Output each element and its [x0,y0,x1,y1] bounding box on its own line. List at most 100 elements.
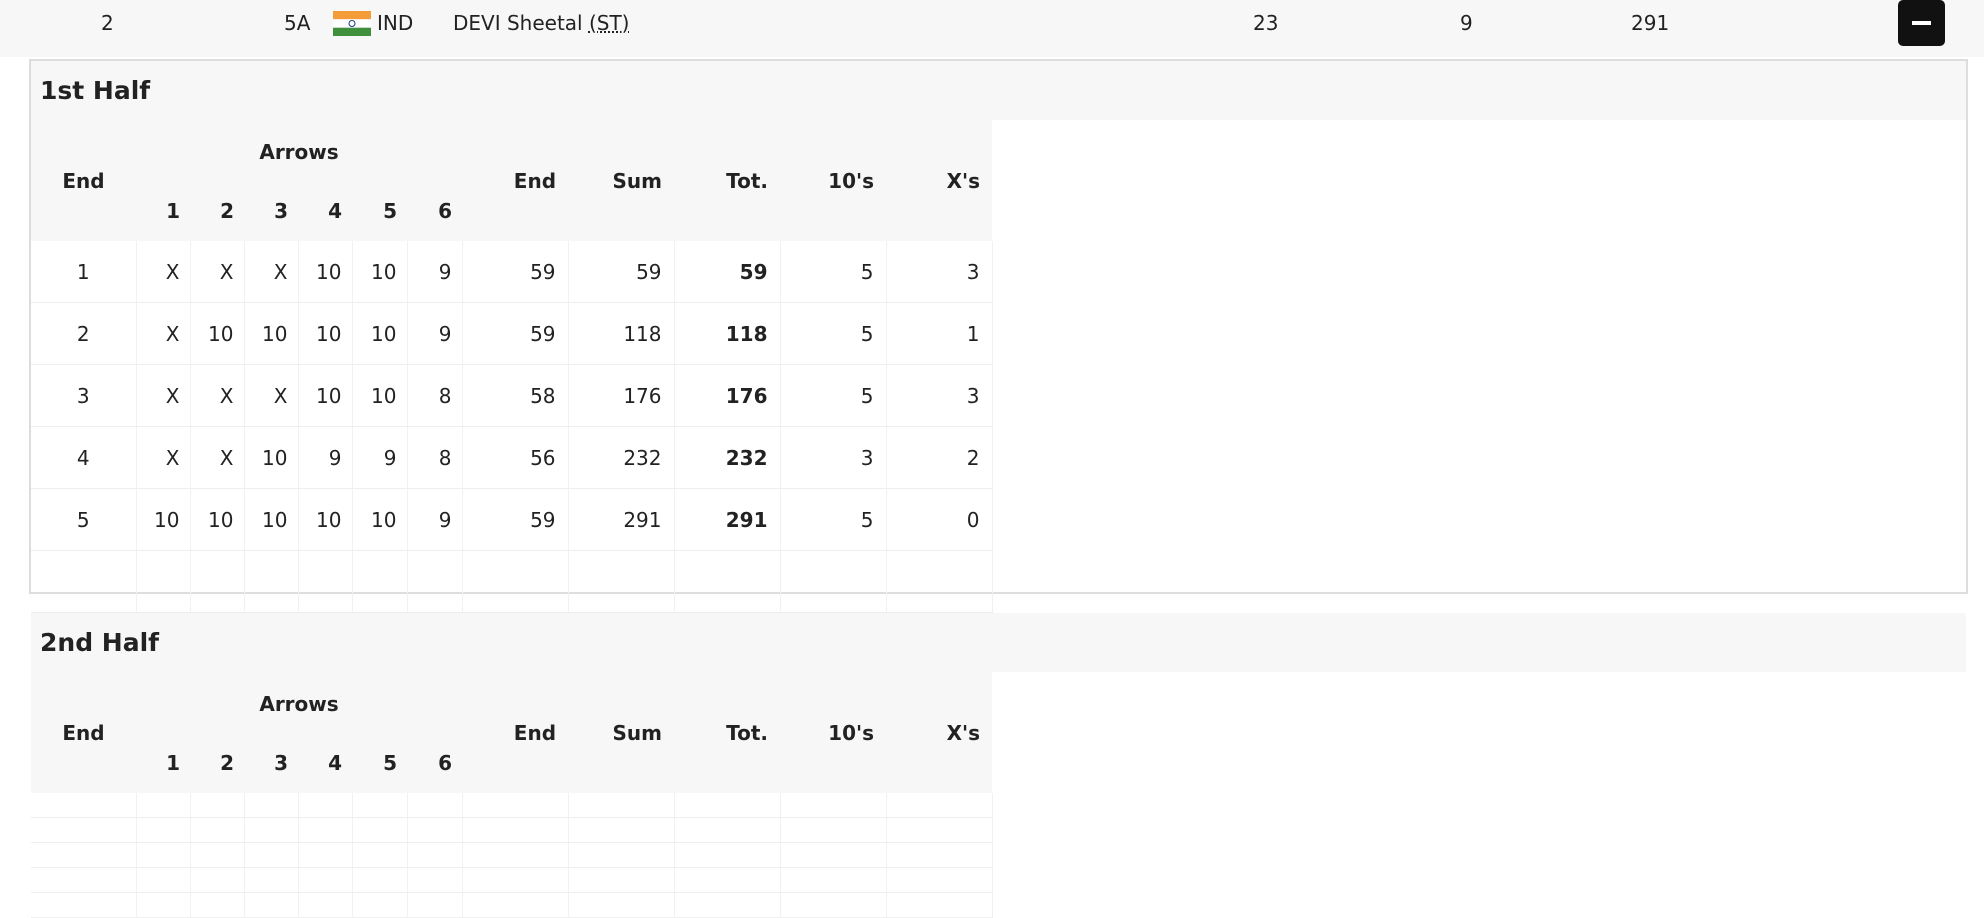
empty-cell [136,842,191,868]
empty-cell [31,817,137,843]
empty-cell [298,892,353,918]
body: 1 X X X 10 10 9 59 59 59 5 3 2 X 10 10 10 10 9 59 118 118 5 1 3 X… [31,241,993,613]
arrows-header: Arrows [136,672,463,732]
arrow-number: 5 [352,732,407,793]
empty-row [31,892,993,918]
empty-cell [568,817,675,843]
header: End Arrows End Sum Tot. 10's X's 1 2 3 4 5 6 [31,672,993,793]
cell: X [190,241,245,303]
empty-cell [674,892,781,918]
empty-cell [352,550,408,613]
empty-cell [352,817,408,843]
cell: 58 [462,364,569,427]
empty-cell [780,550,887,613]
athlete-row[interactable]: 2 5A IND DEVI Sheetal (ST) 23 9 291 [0,0,1984,57]
half-panel: 1st Half End Arrows End Sum Tot. 10's X's 1 2 3 4 5 6… [31,61,1966,613]
total: 291 [1631,11,1670,35]
empty-cell [352,842,408,868]
cell: 118 [674,302,781,365]
column-header: Tot. [674,672,781,793]
arrow-number: 6 [407,732,463,793]
arrow-number: 5 [352,180,407,241]
empty-cell [352,867,408,893]
empty-cell [886,550,993,613]
end-row: 1 X X X 10 10 9 59 59 59 5 3 [31,241,993,303]
end-header: End [31,672,136,793]
half-panel: 2nd Half End Arrows End Sum Tot. 10's X's 1 2 3 4 5 6 [31,613,1966,918]
athlete-name: DEVI Sheetal (ST) [453,10,630,36]
collapse-button[interactable] [1898,0,1945,46]
score-b: 9 [1460,11,1473,35]
empty-cell [462,817,569,843]
cell: 10 [298,488,353,551]
empty-cell [31,892,137,918]
cell: 10 [136,488,191,551]
cell: 5 [780,364,887,427]
cell: 9 [298,426,353,489]
empty-cell [568,842,675,868]
arrow-number: 2 [190,732,244,793]
empty-row [31,817,993,843]
empty-cell [244,842,299,868]
score-table: End Arrows End Sum Tot. 10's X's 1 2 3 4 5 6 1 X X X 10 10… [31,120,993,613]
name: DEVI Sheetal [453,11,583,35]
empty-cell [886,892,993,918]
cell: 10 [352,364,408,427]
end-row: 3 X X X 10 10 8 58 176 176 5 3 [31,364,993,427]
empty-cell [136,892,191,918]
body [31,793,993,918]
empty-cell [298,550,353,613]
panel-title: 2nd Half [31,613,1966,672]
arrow-number: 6 [407,180,463,241]
cell: 9 [407,241,463,303]
cell: 10 [352,488,408,551]
cell: 59 [462,241,569,303]
cell: 59 [568,241,675,303]
empty-cell [780,817,887,843]
cell: 10 [298,364,353,427]
empty-cell [568,867,675,893]
cell: 291 [674,488,781,551]
cell: X [136,426,191,489]
cell: X [244,364,299,427]
empty-cell [886,867,993,893]
cell: 9 [407,488,463,551]
empty-cell [407,842,463,868]
empty-row [31,867,993,893]
cell: 2 [31,302,137,365]
panel-title: 1st Half [31,61,1966,120]
cell: 56 [462,426,569,489]
arrow-number: 3 [244,732,298,793]
cell: 5 [780,241,887,303]
empty-cell [886,793,993,818]
flag [333,11,371,36]
empty-cell [674,793,781,818]
cell: 176 [674,364,781,427]
cell: X [190,426,245,489]
empty-cell [462,867,569,893]
end-row: 2 X 10 10 10 10 9 59 118 118 5 1 [31,302,993,365]
empty-cell [190,892,245,918]
cell: 1 [886,302,993,365]
cell: 232 [674,426,781,489]
empty-row [31,550,993,613]
cell: 8 [407,426,463,489]
empty-cell [298,817,353,843]
country: IND [377,11,414,35]
cell: X [136,241,191,303]
empty-cell [407,793,463,818]
cell: X [244,241,299,303]
cell: 2 [886,426,993,489]
empty-cell [352,793,408,818]
empty-cell [568,892,675,918]
arrow-number: 2 [190,180,244,241]
cell: 10 [244,488,299,551]
empty-cell [674,817,781,843]
empty-cell [244,892,299,918]
cell: 232 [568,426,675,489]
cell: 176 [568,364,675,427]
end-header: End [31,120,136,241]
column-header: 10's [780,672,887,793]
cell: 8 [407,364,463,427]
